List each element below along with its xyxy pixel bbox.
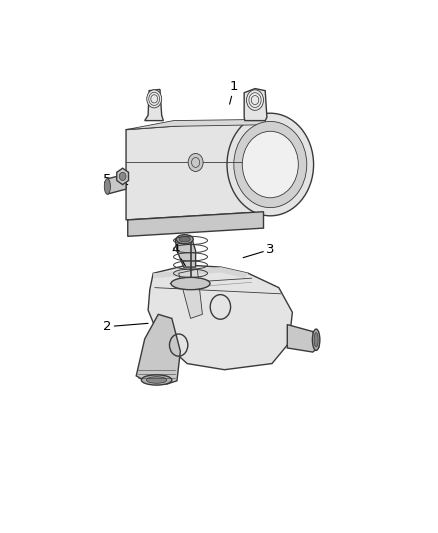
Ellipse shape [242,131,298,198]
Ellipse shape [141,375,172,385]
Text: 2: 2 [103,320,148,333]
Ellipse shape [227,113,314,216]
Text: 4: 4 [171,243,185,266]
Circle shape [119,172,126,181]
Text: 3: 3 [243,243,275,257]
Polygon shape [148,265,293,370]
Polygon shape [126,119,265,130]
Polygon shape [153,267,248,278]
Circle shape [147,90,162,108]
Ellipse shape [171,277,210,290]
Circle shape [188,154,203,172]
Ellipse shape [146,377,167,383]
Ellipse shape [314,333,318,347]
Polygon shape [126,119,265,220]
Ellipse shape [234,122,307,207]
Polygon shape [136,314,180,384]
Ellipse shape [176,235,193,244]
Polygon shape [287,325,319,352]
Polygon shape [145,90,163,120]
Circle shape [247,90,264,110]
Text: 5: 5 [103,173,128,186]
Ellipse shape [179,237,191,242]
Polygon shape [117,168,128,184]
Polygon shape [175,239,196,267]
Polygon shape [179,269,202,318]
Ellipse shape [104,179,110,194]
Text: 1: 1 [230,80,238,104]
Polygon shape [244,88,267,120]
Polygon shape [107,174,126,194]
Ellipse shape [312,329,320,350]
Polygon shape [128,212,264,236]
